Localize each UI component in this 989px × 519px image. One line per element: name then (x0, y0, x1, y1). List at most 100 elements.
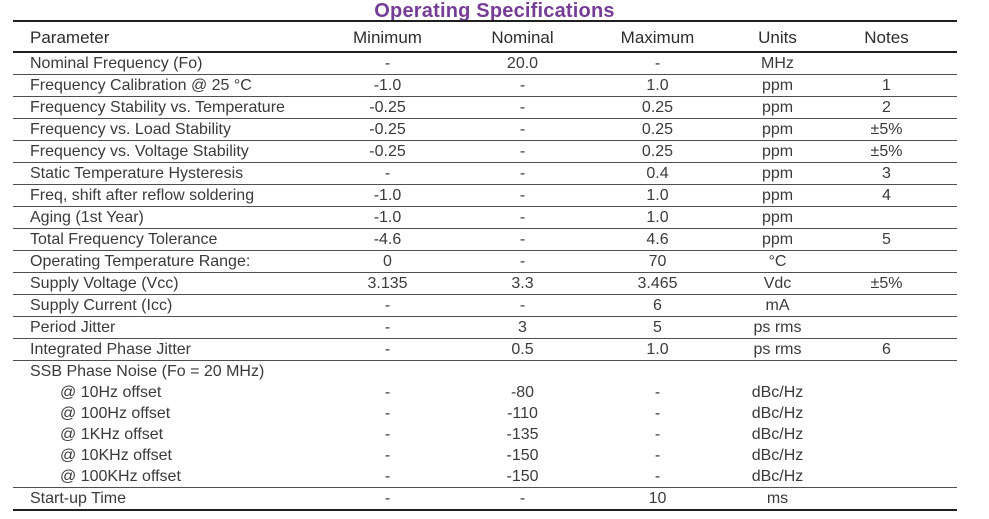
table-row: Frequency vs. Voltage Stability -0.25-0.2… (13, 140, 957, 163)
section-row: SSB Phase Noise (Fo = 20 MHz) (13, 361, 957, 383)
units-cell: dBc/Hz (751, 425, 804, 443)
notes-cell (830, 382, 957, 403)
parameter-cell: Start-up Time (13, 487, 320, 511)
units-cell: °C (725, 250, 830, 273)
parameter-cell: @ 1KHz offset (60, 425, 164, 443)
table-row: Integrated Phase Jitter -0.5 1.0 ps rms 6 (13, 338, 957, 361)
maximum-cell: 0.25 (590, 96, 725, 119)
parameter-cell: Nominal Frequency (Fo) (13, 52, 320, 75)
notes-cell (830, 316, 957, 339)
minimum-cell: - (384, 383, 391, 401)
maximum-cell: - (590, 466, 725, 488)
maximum-cell (590, 361, 725, 383)
maximum-cell: - (654, 425, 661, 443)
table-row: Frequency Calibration @ 25 °C -1.0-1.0 ppm… (13, 74, 957, 97)
nominal-cell: -150 (506, 446, 539, 464)
maximum-cell: 3.465 (590, 272, 725, 295)
nominal-cell: - (455, 487, 590, 511)
nominal-cell: -135 (506, 425, 539, 443)
parameter-cell: @ 10Hz offset (60, 383, 162, 401)
nominal-cell: - (455, 74, 590, 97)
nominal-cell: 3 (455, 316, 590, 339)
maximum-cell: - (590, 52, 725, 75)
notes-cell: 5 (830, 228, 957, 251)
table-row: Operating Temperature Range: 0-70 °C (13, 250, 957, 273)
page-title: Operating Specifications (374, 0, 615, 22)
units-cell: dBc/Hz (725, 466, 830, 488)
parameter-cell: Supply Current (Icc) (13, 294, 320, 317)
column-header-maximum: Maximum (590, 21, 725, 53)
nominal-cell: 0.5 (455, 338, 590, 361)
nominal-cell: - (455, 96, 590, 119)
parameter-cell: Static Temperature Hysteresis (13, 162, 320, 185)
nominal-cell: - (455, 184, 590, 207)
nominal-cell: - (455, 250, 590, 273)
parameter-cell: @ 100KHz offset (13, 466, 320, 488)
maximum-cell: 6 (590, 294, 725, 317)
units-cell: mA (725, 294, 830, 317)
minimum-cell: -0.25 (320, 96, 455, 119)
table-row: @ 1KHz offset - -135 - dBc/Hz (13, 424, 957, 445)
notes-cell (830, 206, 957, 229)
maximum-cell: 1.0 (590, 184, 725, 207)
table-row: Static Temperature Hysteresis - -0.4 ppm 3 (13, 162, 957, 185)
notes-cell: 4 (830, 184, 957, 207)
units-cell: Vdc (725, 272, 830, 295)
table-row: @ 100KHz offset - -150- dBc/Hz (13, 466, 957, 488)
parameter-cell: Frequency Calibration @ 25 °C (13, 74, 320, 97)
parameter-cell: SSB Phase Noise (Fo = 20 MHz) (30, 362, 265, 380)
nominal-cell: -150 (455, 466, 590, 488)
table-row: Nominal Frequency (Fo) -20.0- MHz (13, 52, 957, 75)
parameter-cell: Frequency vs. Load Stability (13, 118, 320, 141)
minimum-cell: - (320, 162, 455, 185)
operating-specifications-table: Parameter Minimum Nominal Maximum Units … (13, 20, 957, 511)
maximum-cell: 4.6 (590, 228, 725, 251)
table-header: Parameter Minimum Nominal Maximum Units … (13, 21, 957, 53)
parameter-cell: @ 100Hz offset (60, 404, 171, 422)
maximum-cell: - (654, 446, 661, 464)
units-cell: ppm (725, 140, 830, 163)
parameter-cell: Integrated Phase Jitter (13, 338, 320, 361)
column-header-parameter: Parameter (13, 21, 320, 53)
minimum-cell: -0.25 (320, 118, 455, 141)
parameter-cell: Frequency Stability vs. Temperature (13, 96, 320, 119)
table-row: @ 10KHz offset - -150 - dBc/Hz (13, 445, 957, 466)
maximum-cell: 70 (590, 250, 725, 273)
maximum-cell: 1.0 (590, 74, 725, 97)
parameter-cell: Period Jitter (13, 316, 320, 339)
parameter-cell: Frequency vs. Voltage Stability (13, 140, 320, 163)
table-row: Supply Current (Icc) - -6 mA (13, 294, 957, 317)
units-cell: ps rms (725, 316, 830, 339)
units-cell: ppm (725, 74, 830, 97)
minimum-cell: - (320, 316, 455, 339)
minimum-cell: - (320, 52, 455, 75)
nominal-cell: -80 (510, 383, 535, 401)
minimum-cell: - (384, 404, 391, 422)
nominal-cell: 3.3 (455, 272, 590, 295)
notes-cell: 6 (830, 338, 957, 361)
notes-cell (830, 466, 957, 488)
units-cell: ms (725, 487, 830, 511)
nominal-cell: - (455, 228, 590, 251)
column-header-notes: Notes (830, 21, 957, 53)
units-cell: ppm (725, 228, 830, 251)
table-row: Total Frequency Tolerance -4.6-4.6 ppm 5 (13, 228, 957, 251)
notes-cell (830, 424, 957, 445)
minimum-cell: - (384, 425, 391, 443)
units-cell: dBc/Hz (751, 383, 804, 401)
nominal-cell: - (455, 118, 590, 141)
column-header-units: Units (725, 21, 830, 53)
nominal-cell: 20.0 (455, 52, 590, 75)
nominal-cell: - (455, 162, 590, 185)
parameter-cell: Supply Voltage (Vcc) (13, 272, 320, 295)
parameter-cell: Freq, shift after reflow soldering (13, 184, 320, 207)
units-cell (725, 361, 830, 383)
maximum-cell: 10 (590, 487, 725, 511)
minimum-cell: - (384, 446, 391, 464)
units-cell: MHz (725, 52, 830, 75)
notes-cell (830, 250, 957, 273)
maximum-cell: 1.0 (590, 338, 725, 361)
minimum-cell: -1.0 (320, 74, 455, 97)
parameter-cell: Aging (1st Year) (13, 206, 320, 229)
